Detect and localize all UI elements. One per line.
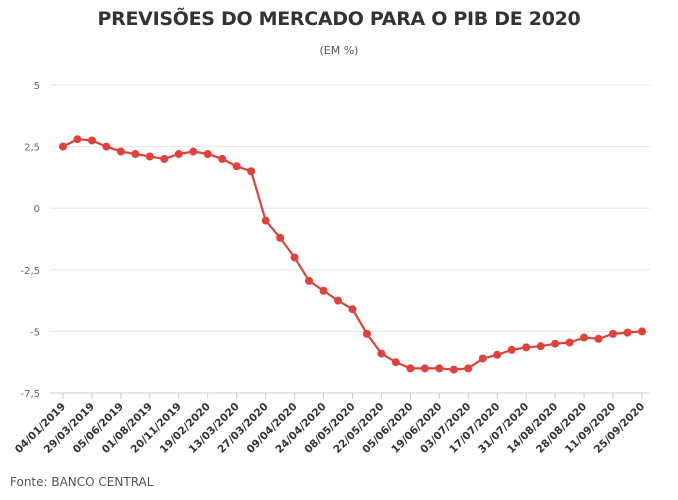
line-chart: 52,50-2,5-5-7,504/01/201929/03/201905/06… <box>13 81 650 456</box>
data-point <box>305 276 314 285</box>
data-point <box>594 334 603 343</box>
data-point <box>348 305 357 314</box>
data-point <box>391 358 400 367</box>
y-tick-label: -5 <box>30 327 40 338</box>
data-point <box>362 329 371 338</box>
data-point <box>638 327 646 336</box>
data-point <box>261 216 270 225</box>
data-point <box>406 364 415 373</box>
chart-title: PREVISÕES DO MERCADO PARA O PIB DE 2020 <box>97 8 581 30</box>
data-point <box>174 149 183 158</box>
data-point <box>102 142 111 151</box>
data-point <box>160 154 169 163</box>
data-point <box>420 364 429 373</box>
data-point <box>116 147 125 156</box>
data-point <box>609 329 618 338</box>
data-point <box>73 135 82 144</box>
data-point <box>623 328 632 337</box>
data-point <box>449 365 458 374</box>
data-point <box>131 149 140 158</box>
data-point <box>464 364 473 373</box>
y-tick-label: -2,5 <box>20 266 40 277</box>
data-point <box>493 350 502 359</box>
series-line <box>62 138 643 371</box>
data-point <box>276 233 285 242</box>
data-point <box>145 152 154 161</box>
y-tick-label: 0 <box>34 204 40 215</box>
data-point <box>435 364 444 373</box>
data-point <box>536 342 545 351</box>
y-tick-label: -7,5 <box>20 389 40 400</box>
data-point <box>522 343 531 352</box>
data-point <box>319 286 328 295</box>
data-point <box>218 154 227 163</box>
data-point <box>334 296 343 305</box>
data-point <box>87 136 96 145</box>
data-point <box>551 339 560 348</box>
data-point <box>189 147 198 156</box>
data-point <box>290 253 299 262</box>
data-point <box>59 142 67 151</box>
data-point <box>580 333 589 342</box>
data-point <box>507 345 516 354</box>
y-tick-label: 2,5 <box>24 143 40 154</box>
source-note: Fonte: BANCO CENTRAL <box>10 475 154 489</box>
data-point <box>232 162 241 171</box>
data-point <box>247 167 256 176</box>
data-point <box>203 149 212 158</box>
data-point <box>377 349 386 358</box>
y-tick-label: 5 <box>34 81 40 92</box>
data-point <box>478 354 487 363</box>
chart-subtitle: (EM %) <box>319 44 359 57</box>
data-point <box>565 338 574 347</box>
